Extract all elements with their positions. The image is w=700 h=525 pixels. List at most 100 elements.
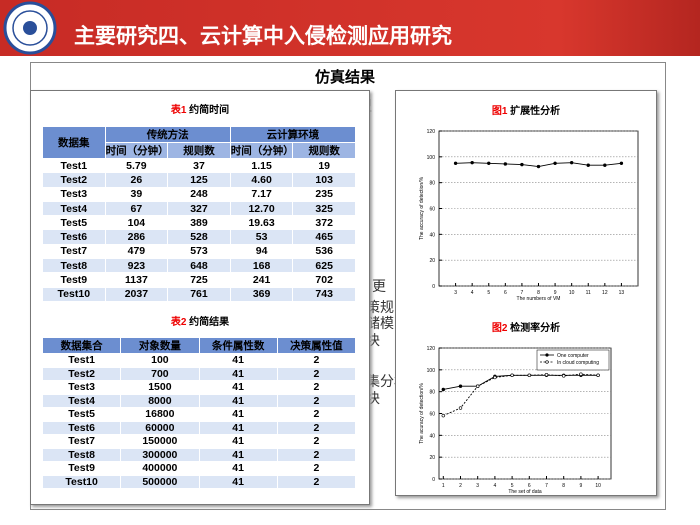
table: 数据集合 对象数量 条件属性数 决策属性值 Test1 100 41 2 Test2 700 41 2… — [41, 337, 357, 489]
cell: 104 — [104, 215, 169, 231]
point — [475, 384, 480, 388]
point — [544, 373, 549, 377]
header-row: 数据集合 对象数量 条件属性数 决策属性值 — [41, 337, 357, 354]
cell: 2 — [276, 407, 357, 422]
cell: 2 — [276, 393, 357, 408]
point — [458, 406, 463, 410]
caption-number: 表2 — [170, 317, 187, 328]
x-tick-label: 8 — [562, 483, 565, 489]
cell: 372 — [292, 215, 356, 231]
table-row: Test3 39 248 7.17 235 — [42, 186, 356, 202]
cell: 325 — [292, 200, 356, 217]
cell: 1137 — [104, 272, 169, 288]
cell: Test1 — [42, 157, 106, 174]
cell: 41 — [198, 407, 278, 422]
point — [569, 160, 574, 165]
point — [619, 161, 624, 165]
fragment: 储模 — [366, 315, 394, 331]
cell: 2 — [276, 474, 357, 489]
cell: 648 — [167, 258, 231, 274]
caption-text: 检测率分析 — [510, 323, 561, 334]
tables-panel: 表1 约简时间 数据集 传统方法 云计算环境 时间（分钟） 规则数 时间（分钟） 规则数 Te… — [30, 90, 370, 505]
cell: 19 — [292, 157, 356, 174]
header-cell: 决策属性值 — [276, 337, 357, 354]
cell: 241 — [229, 272, 294, 288]
cell: 235 — [292, 186, 356, 202]
x-tick-label: 2 — [459, 483, 462, 489]
series-line — [443, 373, 599, 417]
table-row: Test2 700 41 2 — [41, 366, 357, 381]
caption-number: 图1 — [491, 106, 508, 117]
cell: 41 — [198, 434, 278, 449]
cell: Test3 — [42, 186, 106, 202]
cell: Test7 — [42, 243, 106, 260]
cell: 67 — [104, 200, 169, 217]
y-tick-label: 120 — [427, 129, 436, 135]
y-tick-label: 120 — [427, 346, 436, 352]
x-tick-label: 7 — [521, 290, 524, 296]
cell: Test2 — [42, 172, 106, 188]
cell: Test9 — [41, 461, 122, 476]
caption: 表1 约简时间 — [31, 101, 369, 116]
y-axis-label: The accuracy of detection/% — [419, 176, 425, 240]
cell: 761 — [167, 286, 231, 302]
table-row: Test5 16800 41 2 — [41, 407, 357, 422]
cell: 7.17 — [229, 186, 294, 202]
table-row: Test1 100 41 2 — [41, 353, 357, 368]
header-cell: 时间（分钟） — [104, 142, 169, 159]
legend-marker — [545, 360, 549, 364]
point — [586, 163, 590, 167]
x-tick-label: 5 — [511, 483, 514, 489]
cell: Test3 — [41, 380, 122, 395]
x-tick-label: 4 — [471, 290, 474, 296]
cell: 125 — [167, 172, 231, 188]
y-tick-label: 40 — [429, 232, 435, 238]
cell: 536 — [292, 243, 356, 260]
header-title: 主要研究四、云计算中入侵检测应用研究 — [74, 25, 452, 48]
caption: 图2 检测率分析 — [396, 319, 656, 334]
cell: Test9 — [42, 272, 106, 288]
table-row: Test1 5.79 37 1.15 19 — [42, 157, 356, 174]
cell: 389 — [167, 215, 231, 231]
chart: 0 20 40 60 80 100 120 1 2 3 4 5 6 7 8 9 10 The set of dat… — [419, 346, 612, 495]
point — [487, 161, 491, 165]
cell: 1500 — [120, 380, 200, 395]
cell: 625 — [292, 258, 356, 274]
cell: Test6 — [41, 420, 122, 435]
cell: 923 — [104, 258, 169, 274]
cell: Test2 — [41, 366, 122, 381]
cell: 2 — [276, 420, 357, 435]
table-row: Test8 923 648 168 625 — [42, 258, 356, 274]
legend-marker — [545, 353, 549, 357]
header-cell: 数据集 — [42, 126, 106, 159]
cell: 465 — [292, 229, 356, 245]
cell: Test4 — [42, 200, 106, 217]
cell: 41 — [198, 353, 278, 368]
cell: 41 — [198, 380, 278, 395]
cell: 8000 — [120, 393, 200, 408]
header-cell: 对象数量 — [120, 337, 200, 354]
cell: 19.63 — [229, 215, 294, 231]
charts-panel: 图1 扩展性分析 0 20 40 60 80 100 120 3 4 5 6 7 8 9 10 11 12 13 T… — [395, 90, 657, 496]
cell: 53 — [229, 229, 294, 245]
y-tick-label: 0 — [432, 477, 435, 483]
cell: 743 — [292, 286, 356, 302]
cell: Test8 — [42, 258, 106, 274]
header-cell: 传统方法 — [104, 126, 231, 143]
point — [562, 374, 566, 378]
x-tick-label: 5 — [487, 290, 490, 296]
cell: 2 — [276, 380, 357, 395]
x-tick-label: 8 — [537, 290, 540, 296]
cell: Test8 — [41, 447, 122, 462]
caption: 表2 约简结果 — [31, 313, 369, 328]
y-tick-label: 20 — [429, 455, 435, 461]
header-row: 数据集 传统方法 云计算环境 — [42, 126, 357, 159]
y-tick-label: 60 — [429, 207, 435, 213]
table: 数据集 传统方法 云计算环境 时间（分钟） 规则数 时间（分钟） 规则数 Test1 5.79 3… — [42, 126, 357, 302]
cell: 2037 — [104, 286, 169, 302]
y-tick-label: 40 — [429, 433, 435, 439]
point — [470, 160, 474, 165]
cell: 725 — [167, 272, 231, 288]
y-tick-label: 0 — [432, 284, 435, 290]
